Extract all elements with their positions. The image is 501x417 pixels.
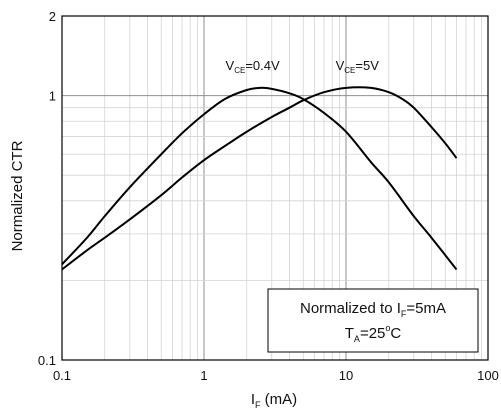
x-tick-label: 100 xyxy=(477,368,499,383)
series-label-main: V xyxy=(226,58,235,73)
y-tick-label: 1 xyxy=(49,89,56,104)
series-line-1 xyxy=(61,86,458,271)
series-label-tail: =5V xyxy=(355,58,379,73)
y-axis-label: Normalized CTR xyxy=(9,140,26,251)
series-label-2: VCE=5V xyxy=(336,58,380,75)
series-label-main: V xyxy=(336,58,345,73)
annotation-line-2-tail: =25 xyxy=(360,325,385,342)
annotation-line-1-tail: =5mA xyxy=(406,300,446,317)
annotation-line-2-tail2: C xyxy=(390,325,401,342)
x-axis-label-sub: F xyxy=(255,400,261,410)
tick-labels: 0.1 1 10 100 0.1 1 2 xyxy=(38,9,499,383)
x-axis-label-tail: (mA) xyxy=(261,391,298,408)
annotation-line-2-sub: A xyxy=(354,334,360,344)
plot-frame xyxy=(61,15,489,361)
annotation-line-2-sup: o xyxy=(385,323,390,333)
x-axis-label: IF (mA) xyxy=(251,391,297,410)
annotation-border xyxy=(267,288,479,353)
x-tick-label: 1 xyxy=(200,368,207,383)
x-tick-label: 0.1 xyxy=(53,368,71,383)
annotation-line-1-sub: F xyxy=(401,309,407,319)
x-axis-label-main: I xyxy=(251,391,255,408)
series-label-tail: =0.4V xyxy=(245,58,280,73)
annotation-line-1-main: Normalized to I xyxy=(300,300,401,317)
series-label-sub: CE xyxy=(234,66,245,75)
series-label-sub: CE xyxy=(344,66,355,75)
x-tick-label: 10 xyxy=(339,368,353,383)
annotation-line-2: TA=25oC xyxy=(345,323,402,344)
series-label-1: VCE=0.4V xyxy=(226,58,280,75)
annotation-line-2-main: T xyxy=(345,325,354,342)
annotation-line-1: Normalized to IF=5mA xyxy=(300,300,446,319)
annotation-box: Normalized to IF=5mA TA=25oC xyxy=(267,288,479,353)
series-line-2 xyxy=(61,86,458,271)
y-tick-label: 2 xyxy=(49,9,56,24)
curves xyxy=(61,86,458,271)
y-tick-label: 0.1 xyxy=(38,353,56,368)
series-labels: VCE=0.4V VCE=5V xyxy=(226,58,380,75)
